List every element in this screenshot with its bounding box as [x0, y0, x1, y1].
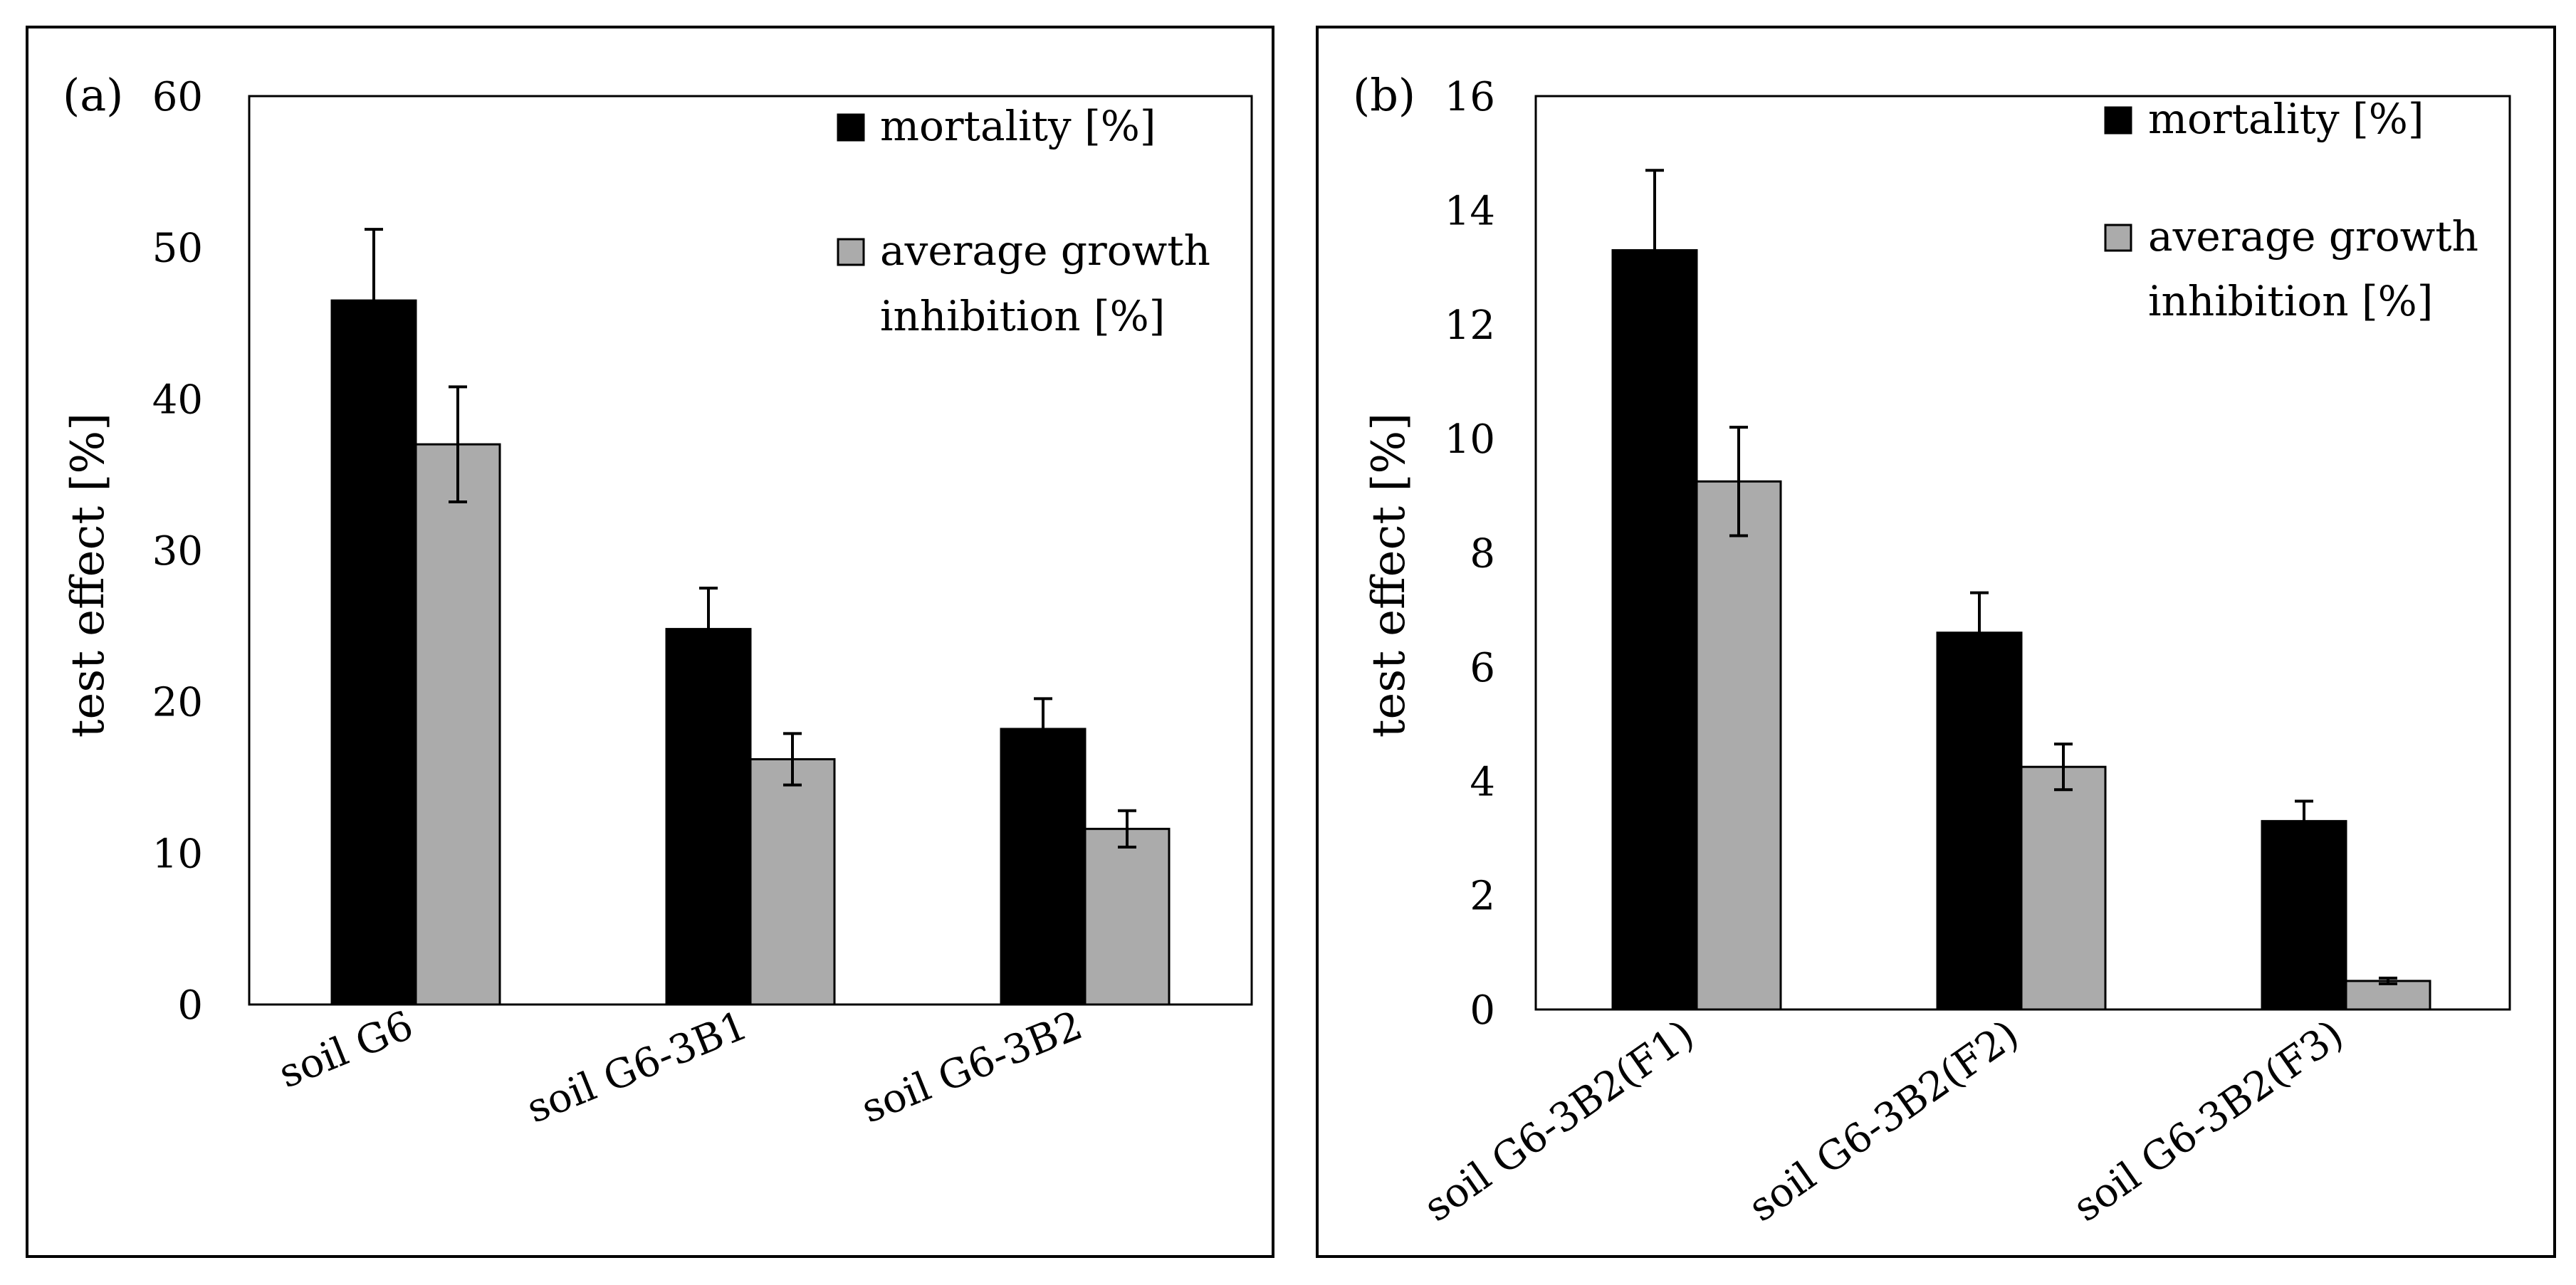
- panel-a-y-tick-label: 50: [152, 226, 203, 272]
- panel-b-frame: [1316, 26, 2556, 1258]
- panel-a-y-tick-label: 40: [152, 377, 203, 423]
- panel-b-legend-swatch-mortality: [2104, 106, 2132, 135]
- panel-b-y-tick-label: 4: [1470, 759, 1495, 805]
- panel-a-legend-label-growth-line2: inhibition [%]: [880, 292, 1165, 340]
- panel-a-y-tick-label: 20: [152, 680, 203, 726]
- panel-b-legend: mortality [%] average growth inhibition …: [2104, 95, 2478, 325]
- panel-b-y-tick-label: 8: [1470, 531, 1495, 577]
- panel-b-x-tick-label: soil G6-3B2(F1): [1415, 1011, 1702, 1231]
- panel-a-y-tick-label: 30: [152, 528, 203, 575]
- panel-b-legend-label-growth-line1: average growth: [2148, 212, 2478, 261]
- panel-b-y-tick-label: 2: [1470, 874, 1495, 920]
- panel-b-legend-label-mortality: mortality [%]: [2148, 95, 2424, 143]
- panel-a-x-ticks: soil G6 soil G6-3B1 soil G6-3B2: [273, 1002, 1089, 1133]
- panel-a-y-tick-label: 60: [152, 74, 203, 120]
- panel-a-legend: mortality [%] average growth inhibition …: [837, 102, 1210, 340]
- panel-b-legend-label-growth-line2: inhibition [%]: [2148, 277, 2433, 325]
- panel-b-bar-growth: [2020, 765, 2107, 1011]
- panel-b-y-tick-label: 14: [1445, 188, 1495, 234]
- panel-a-legend-swatch-growth: [837, 238, 865, 266]
- panel-b-x-ticks: soil G6-3B2(F1) soil G6-3B2(F2) soil G6-3B…: [1415, 1011, 2352, 1231]
- panel-a-x-tick-label: soil G6-3B1: [520, 1002, 754, 1133]
- panel-b-legend-swatch-growth: [2104, 224, 2132, 252]
- panel-a-bars: [330, 299, 1171, 1006]
- panel-a-error-bars: [365, 228, 1136, 849]
- panel-b-y-tick-label: 10: [1445, 416, 1495, 463]
- panel-b-bar-mortality: [2261, 819, 2347, 1011]
- panel-b-bars: [1611, 249, 2431, 1011]
- panel-a-frame: [26, 26, 1274, 1258]
- panel-b-bar-mortality: [1936, 631, 2023, 1011]
- panel-a-x-tick-label: soil G6: [273, 1002, 419, 1098]
- panel-b-bar-growth: [2345, 980, 2431, 1011]
- panel-a-bar-mortality: [330, 299, 417, 1006]
- panel-a-legend-label-mortality: mortality [%]: [880, 102, 1156, 150]
- panel-b-bar-growth: [1695, 480, 1782, 1011]
- panel-b-y-tick-label: 6: [1470, 645, 1495, 691]
- panel-a-legend-label-growth-line1: average growth: [880, 226, 1210, 275]
- panel-a-ylabel: test effect [%]: [62, 413, 115, 738]
- panel-a-legend-swatch-mortality: [837, 113, 865, 142]
- panel-a-bar-mortality: [1000, 728, 1087, 1006]
- panel-b-bar-mortality: [1611, 249, 1698, 1011]
- panel-a-y-tick-label: 10: [152, 831, 203, 877]
- panel-b-ylabel: test effect [%]: [1363, 413, 1415, 738]
- panel-a-y-ticks: 0 10 20 30 40 50 60: [152, 74, 203, 1029]
- panel-b: (b) test effect [%] 0 2 4 6 8 10 12 14 16 soil G…: [1316, 26, 2556, 1258]
- panel-b-y-tick-label: 0: [1470, 987, 1495, 1034]
- panel-a-bar-mortality: [665, 628, 752, 1006]
- panel-a-bar-growth: [414, 443, 501, 1006]
- panel-a-y-tick-label: 0: [177, 982, 203, 1029]
- panel-b-y-ticks: 0 2 4 6 8 10 12 14 16: [1445, 74, 1495, 1034]
- panel-a-bar-growth: [749, 757, 836, 1006]
- panel-b-error-bars: [1645, 169, 2397, 985]
- panel-a-bar-growth: [1084, 827, 1171, 1006]
- panel-b-x-tick-label: soil G6-3B2(F3): [2065, 1011, 2352, 1231]
- panel-b-y-tick-label: 16: [1445, 74, 1495, 120]
- panel-a-label: (a): [63, 69, 123, 121]
- panel-b-x-tick-label: soil G6-3B2(F2): [1740, 1011, 2027, 1231]
- panel-b-label: (b): [1353, 69, 1415, 121]
- panel-a-x-tick-label: soil G6-3B2: [855, 1002, 1089, 1133]
- panel-a: (a) test effect [%] 0 10 20 30 40 50 60 soil G…: [26, 26, 1274, 1258]
- panel-b-y-tick-label: 12: [1445, 303, 1495, 349]
